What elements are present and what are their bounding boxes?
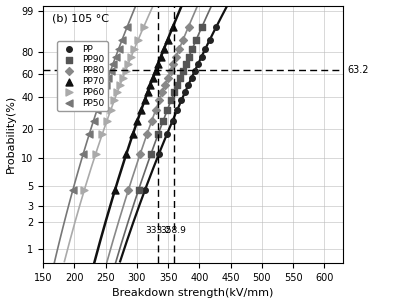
PP80 xyxy=(180,37,186,42)
PP90 xyxy=(136,187,142,192)
Text: 63.2: 63.2 xyxy=(347,65,369,75)
PP60 xyxy=(120,75,126,80)
PP60 xyxy=(135,37,141,42)
PP60 xyxy=(108,107,114,112)
PP xyxy=(169,118,176,123)
PP90 xyxy=(148,151,154,156)
PP90 xyxy=(180,68,186,73)
PP60 xyxy=(131,47,138,51)
PP90 xyxy=(189,47,195,51)
PP70 xyxy=(134,118,141,123)
PP80 xyxy=(176,47,182,51)
X-axis label: Breakdown strength(kV/mm): Breakdown strength(kV/mm) xyxy=(112,288,274,299)
PP xyxy=(192,68,198,73)
PP70 xyxy=(123,151,130,156)
PP xyxy=(213,24,219,29)
PP70 xyxy=(170,24,176,29)
PP60 xyxy=(93,151,99,156)
PP50 xyxy=(105,75,111,80)
Y-axis label: Probability(%): Probability(%) xyxy=(6,95,15,174)
PP70 xyxy=(164,37,171,42)
PP70 xyxy=(152,68,159,73)
PP70 xyxy=(155,61,162,66)
PP60 xyxy=(123,68,129,73)
PP xyxy=(199,54,205,59)
PP50 xyxy=(94,107,100,112)
PP50 xyxy=(108,68,114,73)
PP xyxy=(178,98,184,103)
PP80 xyxy=(152,107,159,112)
PP xyxy=(164,132,170,137)
PP60 xyxy=(117,82,123,87)
PP90 xyxy=(199,24,205,29)
PP60 xyxy=(125,61,132,66)
PP80 xyxy=(162,82,168,87)
PP xyxy=(207,37,213,42)
PP60 xyxy=(104,118,110,123)
PP50 xyxy=(102,82,109,87)
PP xyxy=(202,47,208,51)
PP70 xyxy=(150,75,156,80)
PP80 xyxy=(159,90,165,95)
PP90 xyxy=(186,54,192,59)
PP50 xyxy=(86,132,92,137)
PP60 xyxy=(128,54,134,59)
PP70 xyxy=(158,54,164,59)
PP80 xyxy=(156,98,162,103)
PP70 xyxy=(112,187,118,192)
PP50 xyxy=(80,151,86,156)
PP90 xyxy=(183,61,189,66)
Text: (b) 105 °C: (b) 105 °C xyxy=(52,13,109,23)
PP70 xyxy=(161,47,167,51)
PP50 xyxy=(110,61,116,66)
Legend: PP, PP90, PP80, PP70, PP60, PP50: PP, PP90, PP80, PP70, PP60, PP50 xyxy=(57,41,108,111)
PP xyxy=(185,82,191,87)
PP50 xyxy=(119,37,125,42)
PP90 xyxy=(177,75,183,80)
PP60 xyxy=(111,98,117,103)
PP xyxy=(142,187,148,192)
PP90 xyxy=(174,82,180,87)
PP80 xyxy=(165,75,171,80)
PP60 xyxy=(81,187,87,192)
PP50 xyxy=(90,118,97,123)
PP90 xyxy=(193,37,199,42)
PP80 xyxy=(144,132,150,137)
PP60 xyxy=(114,90,121,95)
PP80 xyxy=(149,118,155,123)
PP xyxy=(182,90,188,95)
PP80 xyxy=(137,151,143,156)
PP90 xyxy=(164,107,171,112)
PP90 xyxy=(160,118,166,123)
PP80 xyxy=(186,24,192,29)
PP80 xyxy=(170,61,177,66)
PP60 xyxy=(99,132,105,137)
PP xyxy=(174,107,180,112)
PP90 xyxy=(155,132,161,137)
PP xyxy=(189,75,195,80)
PP50 xyxy=(70,187,76,192)
PP xyxy=(195,61,201,66)
PP50 xyxy=(124,24,130,29)
PP80 xyxy=(167,68,174,73)
PP90 xyxy=(168,98,174,103)
PP50 xyxy=(97,98,103,103)
PP50 xyxy=(113,54,119,59)
PP80 xyxy=(125,187,132,192)
PP50 xyxy=(100,90,106,95)
PP80 xyxy=(173,54,179,59)
Text: 358.9: 358.9 xyxy=(161,226,187,235)
PP50 xyxy=(115,47,122,51)
PP70 xyxy=(141,98,148,103)
Text: 333.2: 333.2 xyxy=(145,226,171,235)
PP70 xyxy=(147,82,154,87)
PP60 xyxy=(141,24,147,29)
PP90 xyxy=(171,90,177,95)
PP70 xyxy=(145,90,151,95)
PP xyxy=(156,151,162,156)
PP70 xyxy=(138,107,145,112)
PP70 xyxy=(130,132,136,137)
